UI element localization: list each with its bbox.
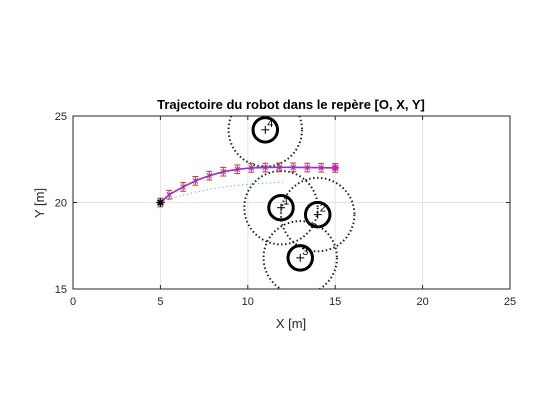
y-axis-label: Y [m]	[32, 188, 47, 218]
trajectory-point	[276, 164, 283, 171]
start-point-marker	[157, 199, 164, 206]
trajectory-point	[220, 168, 227, 175]
obstacle-influence-circle	[243, 169, 319, 246]
x-tick-label: 5	[157, 296, 163, 308]
x-tick-label: 15	[329, 296, 341, 308]
obstacle-circle	[251, 116, 280, 144]
plot-content: 1 2 3 4	[156, 116, 356, 289]
trajectory-point	[192, 178, 199, 184]
x-tick-label: 0	[70, 296, 76, 308]
reference-path-line	[160, 181, 283, 204]
obstacle-influence-circle	[262, 220, 338, 289]
trajectory-point	[180, 184, 186, 190]
obstacle-circle	[267, 193, 295, 222]
error-bars-layer	[157, 162, 339, 208]
target-point-marker	[331, 164, 339, 172]
markers-layer	[156, 163, 340, 207]
chart-title: Trajectoire du robot dans le repère [O, …	[157, 97, 425, 112]
obstacles-layer: 1 2 3 4	[227, 116, 356, 289]
x-tick-label: 20	[416, 296, 428, 308]
trajectory-point	[166, 191, 172, 198]
x-axis-label: X [m]	[276, 316, 306, 331]
trajectory-point	[206, 172, 213, 179]
trajectory-line	[159, 166, 336, 204]
x-tick-label: 25	[504, 296, 516, 308]
y-tick-label: 15	[55, 284, 67, 296]
obstacle-label: 4	[267, 118, 273, 130]
obstacle-circle	[303, 200, 332, 229]
obstacle-influence-circle	[280, 176, 356, 253]
obstacle-influence-circle	[227, 116, 303, 168]
trajectory-point	[318, 164, 325, 171]
paths-layer	[159, 166, 336, 204]
y-axis-ticks: 15 20 25	[55, 111, 510, 296]
obstacle-label: 1	[283, 196, 289, 208]
obstacle-circle	[286, 244, 314, 272]
trajectory-point	[234, 166, 241, 173]
obstacle-label: 3	[302, 246, 308, 258]
x-axis-ticks: 0 5 10 15 20 25	[70, 116, 516, 308]
trajectory-point	[262, 164, 269, 171]
trajectory-point	[304, 164, 311, 171]
y-tick-label: 20	[55, 198, 67, 210]
y-tick-label: 25	[55, 111, 67, 123]
obstacle-label: 2	[320, 203, 326, 215]
x-tick-label: 10	[242, 296, 254, 308]
trajectory-point	[248, 165, 255, 171]
trajectory-point	[290, 164, 297, 171]
